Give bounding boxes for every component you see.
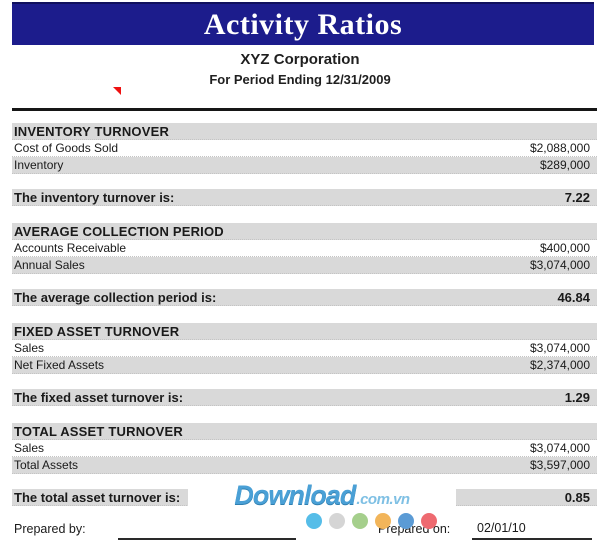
watermark-dot-icon: [329, 513, 345, 529]
prepared-on-line: [472, 538, 592, 540]
prepared-by-signature-line[interactable]: [118, 538, 296, 540]
watermark-brand-text: Download: [234, 480, 356, 510]
watermark-dot-icon: [306, 513, 322, 529]
result-label: The average collection period is:: [14, 289, 217, 305]
title-banner: Activity Ratios: [12, 2, 594, 45]
prepared-on-date[interactable]: 02/01/10: [477, 521, 526, 535]
section-title: TOTAL ASSET TURNOVER: [14, 423, 183, 439]
section-header-row: INVENTORY TURNOVER: [12, 123, 597, 140]
comment-marker-icon: [113, 87, 121, 95]
row-label: Annual Sales: [14, 258, 85, 272]
row-value: $3,074,000: [529, 341, 590, 355]
company-name: XYZ Corporation: [240, 51, 360, 68]
result-value: 46.84: [557, 289, 590, 305]
result-row: The inventory turnover is: 7.22: [12, 189, 597, 206]
section-header-row: TOTAL ASSET TURNOVER: [12, 423, 597, 440]
table-row: Accounts Receivable $400,000: [12, 240, 597, 257]
row-label: Sales: [14, 441, 45, 455]
section-average-collection-period: AVERAGE COLLECTION PERIOD Accounts Recei…: [12, 223, 597, 323]
result-row: The average collection period is: 46.84: [12, 289, 597, 306]
result-label: The inventory turnover is:: [14, 189, 175, 205]
table-row: Cost of Goods Sold $2,088,000: [12, 140, 597, 157]
row-value: $400,000: [539, 241, 590, 255]
table-row: Net Fixed Assets $2,374,000: [12, 357, 597, 374]
row-label: Total Assets: [14, 458, 79, 472]
table-row: Annual Sales $3,074,000: [12, 257, 597, 274]
table-row: Inventory $289,000: [12, 157, 597, 174]
table-row: Total Assets $3,597,000: [12, 457, 597, 474]
row-value: $289,000: [539, 158, 590, 172]
prepared-by-label: Prepared by:: [14, 522, 86, 536]
section-header-row: FIXED ASSET TURNOVER: [12, 323, 597, 340]
result-value: 7.22: [564, 189, 590, 205]
ratio-sections: INVENTORY TURNOVER Cost of Goods Sold $2…: [12, 123, 597, 523]
row-value: $3,597,000: [529, 458, 590, 472]
watermark-dot-icon: [421, 513, 437, 529]
watermark-dot-icon: [375, 513, 391, 529]
row-label: Net Fixed Assets: [14, 358, 105, 372]
watermark-dot-icon: [352, 513, 368, 529]
period-subtitle: For Period Ending 12/31/2009: [209, 72, 391, 87]
row-value: $3,074,000: [529, 441, 590, 455]
section-title: INVENTORY TURNOVER: [14, 123, 170, 139]
section-inventory-turnover: INVENTORY TURNOVER Cost of Goods Sold $2…: [12, 123, 597, 223]
table-row: Sales $3,074,000: [12, 440, 597, 457]
result-row: The fixed asset turnover is: 1.29: [12, 389, 597, 406]
row-value: $2,374,000: [529, 358, 590, 372]
header-divider: [12, 108, 597, 111]
result-label: The total asset turnover is:: [14, 489, 181, 505]
row-label: Sales: [14, 341, 45, 355]
row-label: Inventory: [14, 158, 64, 172]
section-fixed-asset-turnover: FIXED ASSET TURNOVER Sales $3,074,000 Ne…: [12, 323, 597, 423]
row-value: $3,074,000: [529, 258, 590, 272]
watermark-suffix-text: .com.vn: [356, 491, 410, 508]
page-title: Activity Ratios: [203, 7, 403, 41]
result-value: 0.85: [564, 489, 590, 505]
row-label: Accounts Receivable: [14, 241, 127, 255]
row-label: Cost of Goods Sold: [14, 141, 119, 155]
result-label: The fixed asset turnover is:: [14, 389, 184, 405]
table-row: Sales $3,074,000: [12, 340, 597, 357]
watermark: Download .com.vn: [188, 480, 456, 512]
row-value: $2,088,000: [529, 141, 590, 155]
section-title: AVERAGE COLLECTION PERIOD: [14, 223, 224, 239]
result-value: 1.29: [564, 389, 590, 405]
section-total-asset-turnover: TOTAL ASSET TURNOVER Sales $3,074,000 To…: [12, 423, 597, 523]
watermark-dot-icon: [398, 513, 414, 529]
section-header-row: AVERAGE COLLECTION PERIOD: [12, 223, 597, 240]
section-title: FIXED ASSET TURNOVER: [14, 323, 180, 339]
